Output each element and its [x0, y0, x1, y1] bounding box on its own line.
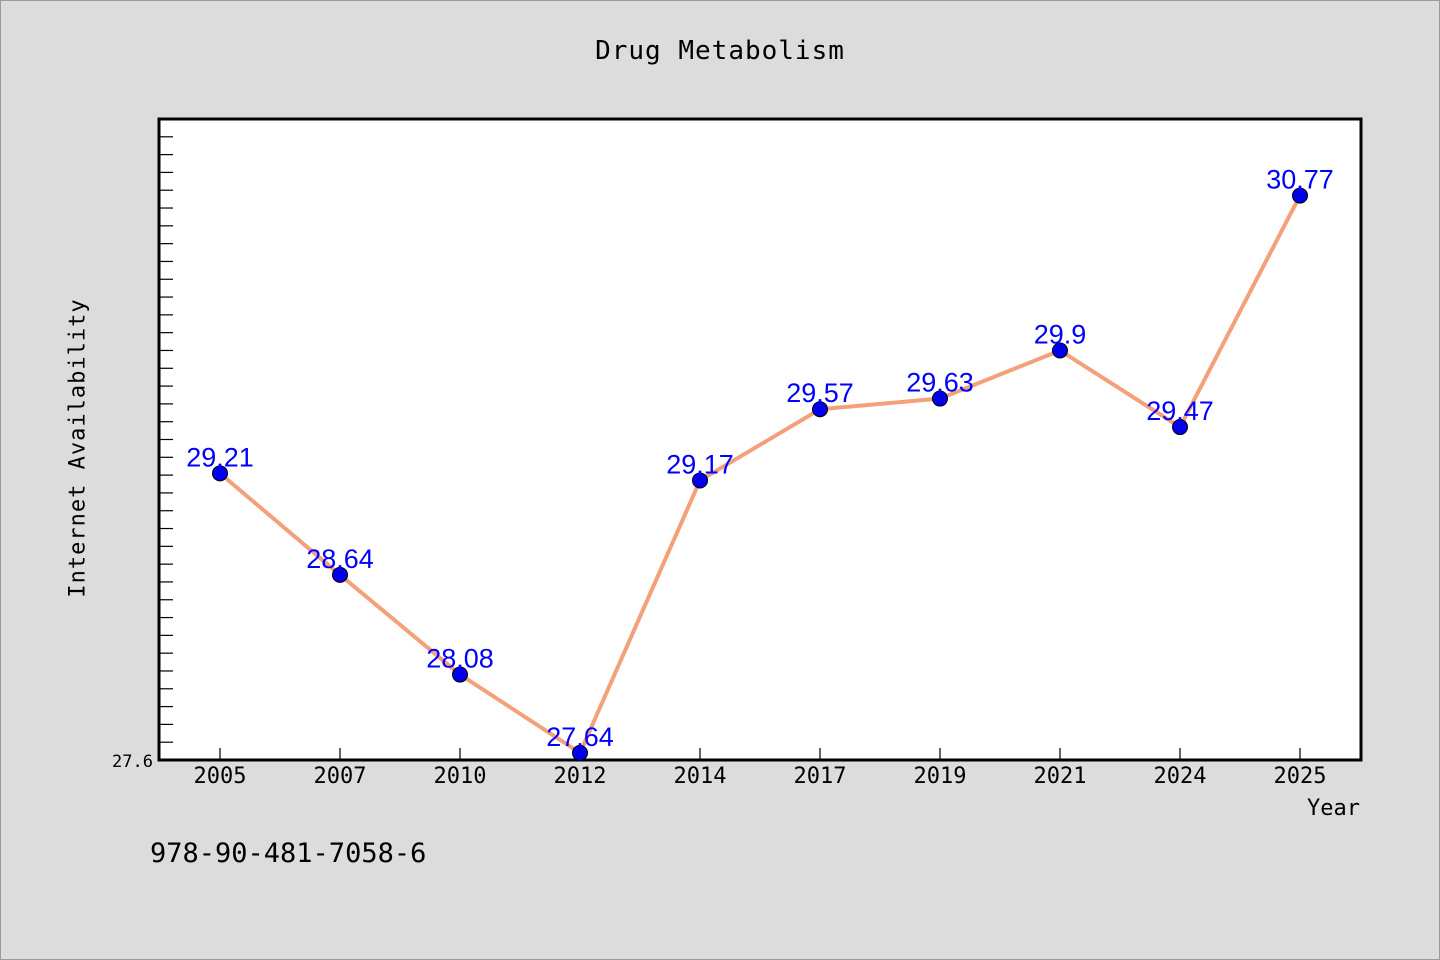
x-tick-label: 2017 — [794, 764, 847, 789]
x-axis-ticks: 2005 2007 2010 2012 2014 2017 2019 2021 2024 2025 — [194, 748, 1327, 789]
y-axis-ticks: 27.6 — [112, 136, 173, 772]
series-line — [218, 194, 1302, 755]
data-label: 27.64 — [546, 722, 614, 752]
data-label: 29.17 — [666, 449, 734, 479]
footer-id-text: 978-90-481-7058-6 — [150, 838, 427, 869]
x-tick-label: 2014 — [674, 764, 727, 789]
x-tick-label: 2025 — [1274, 764, 1327, 789]
x-tick-label: 2005 — [194, 764, 247, 789]
data-label: 28.08 — [426, 644, 494, 674]
x-tick-label: 2007 — [314, 764, 367, 789]
data-point — [812, 401, 828, 418]
chart-title: Drug Metabolism — [595, 36, 845, 66]
x-tick-label: 2012 — [554, 764, 607, 789]
y-tick-label: 27.6 — [112, 752, 153, 772]
data-label: 29.21 — [186, 442, 254, 472]
x-tick-label: 2010 — [434, 764, 487, 789]
x-tick-label: 2019 — [914, 764, 967, 789]
data-labels: 29.21 28.64 28.08 27.64 29.17 29.57 29.63 29.9 2… — [186, 165, 1334, 752]
data-point — [932, 390, 948, 407]
data-label: 29.9 — [1034, 319, 1087, 349]
x-axis-label: Year — [1307, 796, 1360, 821]
x-tick-label: 2024 — [1154, 764, 1207, 789]
series-group — [212, 187, 1308, 761]
x-tick-label: 2021 — [1034, 764, 1087, 789]
data-label: 28.64 — [306, 544, 374, 574]
data-point — [572, 744, 588, 761]
data-point — [692, 472, 708, 489]
data-point — [1172, 419, 1188, 436]
data-point — [332, 566, 348, 583]
data-point — [1292, 187, 1308, 204]
plot-area — [157, 117, 1363, 762]
data-label: 30.77 — [1266, 165, 1334, 195]
data-point — [1052, 342, 1068, 359]
data-label: 29.63 — [906, 368, 974, 398]
data-label: 29.47 — [1146, 396, 1214, 426]
data-label: 29.57 — [786, 378, 854, 408]
data-point — [452, 666, 468, 683]
data-point — [212, 465, 228, 482]
